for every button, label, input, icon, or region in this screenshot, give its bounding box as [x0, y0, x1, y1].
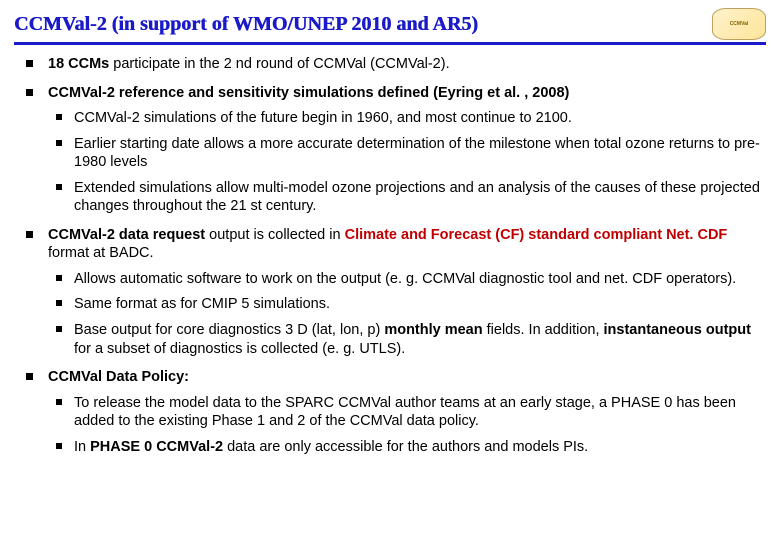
text-run: Climate and Forecast (CF) standard compl…: [345, 227, 728, 243]
sub-list: CCMVal-2 simulations of the future begin…: [48, 109, 760, 216]
text-run: format at BADC.: [48, 245, 154, 261]
sub-list-item: To release the model data to the SPARC C…: [48, 394, 760, 431]
logo-label: CCMVal: [730, 21, 749, 27]
text-run: data are only accessible for the authors…: [223, 439, 588, 455]
text-run: Earlier starting date allows a more accu…: [74, 136, 760, 171]
slide: CCMVal-2 (in support of WMO/UNEP 2010 an…: [0, 0, 780, 540]
text-run: instantaneous output: [604, 322, 751, 338]
sub-list-item: Extended simulations allow multi-model o…: [48, 179, 760, 216]
text-run: In: [74, 439, 90, 455]
title-row: CCMVal-2 (in support of WMO/UNEP 2010 an…: [14, 8, 766, 45]
list-item: CCMVal-2 data request output is collecte…: [20, 226, 760, 358]
text-run: Allows automatic software to work on the…: [74, 271, 736, 287]
sub-list-item: CCMVal-2 simulations of the future begin…: [48, 109, 760, 128]
sub-list-item: Allows automatic software to work on the…: [48, 270, 760, 289]
text-run: participate in the 2 nd round of CCMVal …: [109, 56, 449, 72]
text-run: Base output for core diagnostics 3 D (la…: [74, 322, 384, 338]
sub-list-item: Same format as for CMIP 5 simulations.: [48, 295, 760, 314]
ccmval-logo: CCMVal: [712, 8, 766, 40]
text-run: output is collected in: [205, 227, 344, 243]
text-run: fields. In addition,: [483, 322, 604, 338]
sub-list: Allows automatic software to work on the…: [48, 270, 760, 358]
text-run: Same format as for CMIP 5 simulations.: [74, 296, 330, 312]
text-run: for a subset of diagnostics is collected…: [74, 341, 405, 357]
text-run: To release the model data to the SPARC C…: [74, 395, 736, 430]
text-run: monthly mean: [384, 322, 482, 338]
sub-list-item: Earlier starting date allows a more accu…: [48, 135, 760, 172]
sub-list-item: Base output for core diagnostics 3 D (la…: [48, 321, 760, 358]
text-run: CCMVal-2 simulations of the future begin…: [74, 110, 572, 126]
text-run: Extended simulations allow multi-model o…: [74, 180, 760, 215]
text-run: CCMVal-2 reference and sensitivity simul…: [48, 85, 569, 101]
text-run: PHASE 0 CCMVal-2: [90, 439, 223, 455]
sub-list: To release the model data to the SPARC C…: [48, 394, 760, 457]
bullet-list: 18 CCMs participate in the 2 nd round of…: [14, 55, 766, 456]
text-run: CCMVal Data Policy:: [48, 369, 189, 385]
text-run: 18 CCMs: [48, 56, 109, 72]
sub-list-item: In PHASE 0 CCMVal-2 data are only access…: [48, 438, 760, 457]
list-item: CCMVal Data Policy: To release the model …: [20, 368, 760, 456]
list-item: 18 CCMs participate in the 2 nd round of…: [20, 55, 760, 74]
list-item: CCMVal-2 reference and sensitivity simul…: [20, 84, 760, 216]
text-run: CCMVal-2 data request: [48, 227, 205, 243]
slide-title: CCMVal-2 (in support of WMO/UNEP 2010 an…: [14, 13, 478, 36]
